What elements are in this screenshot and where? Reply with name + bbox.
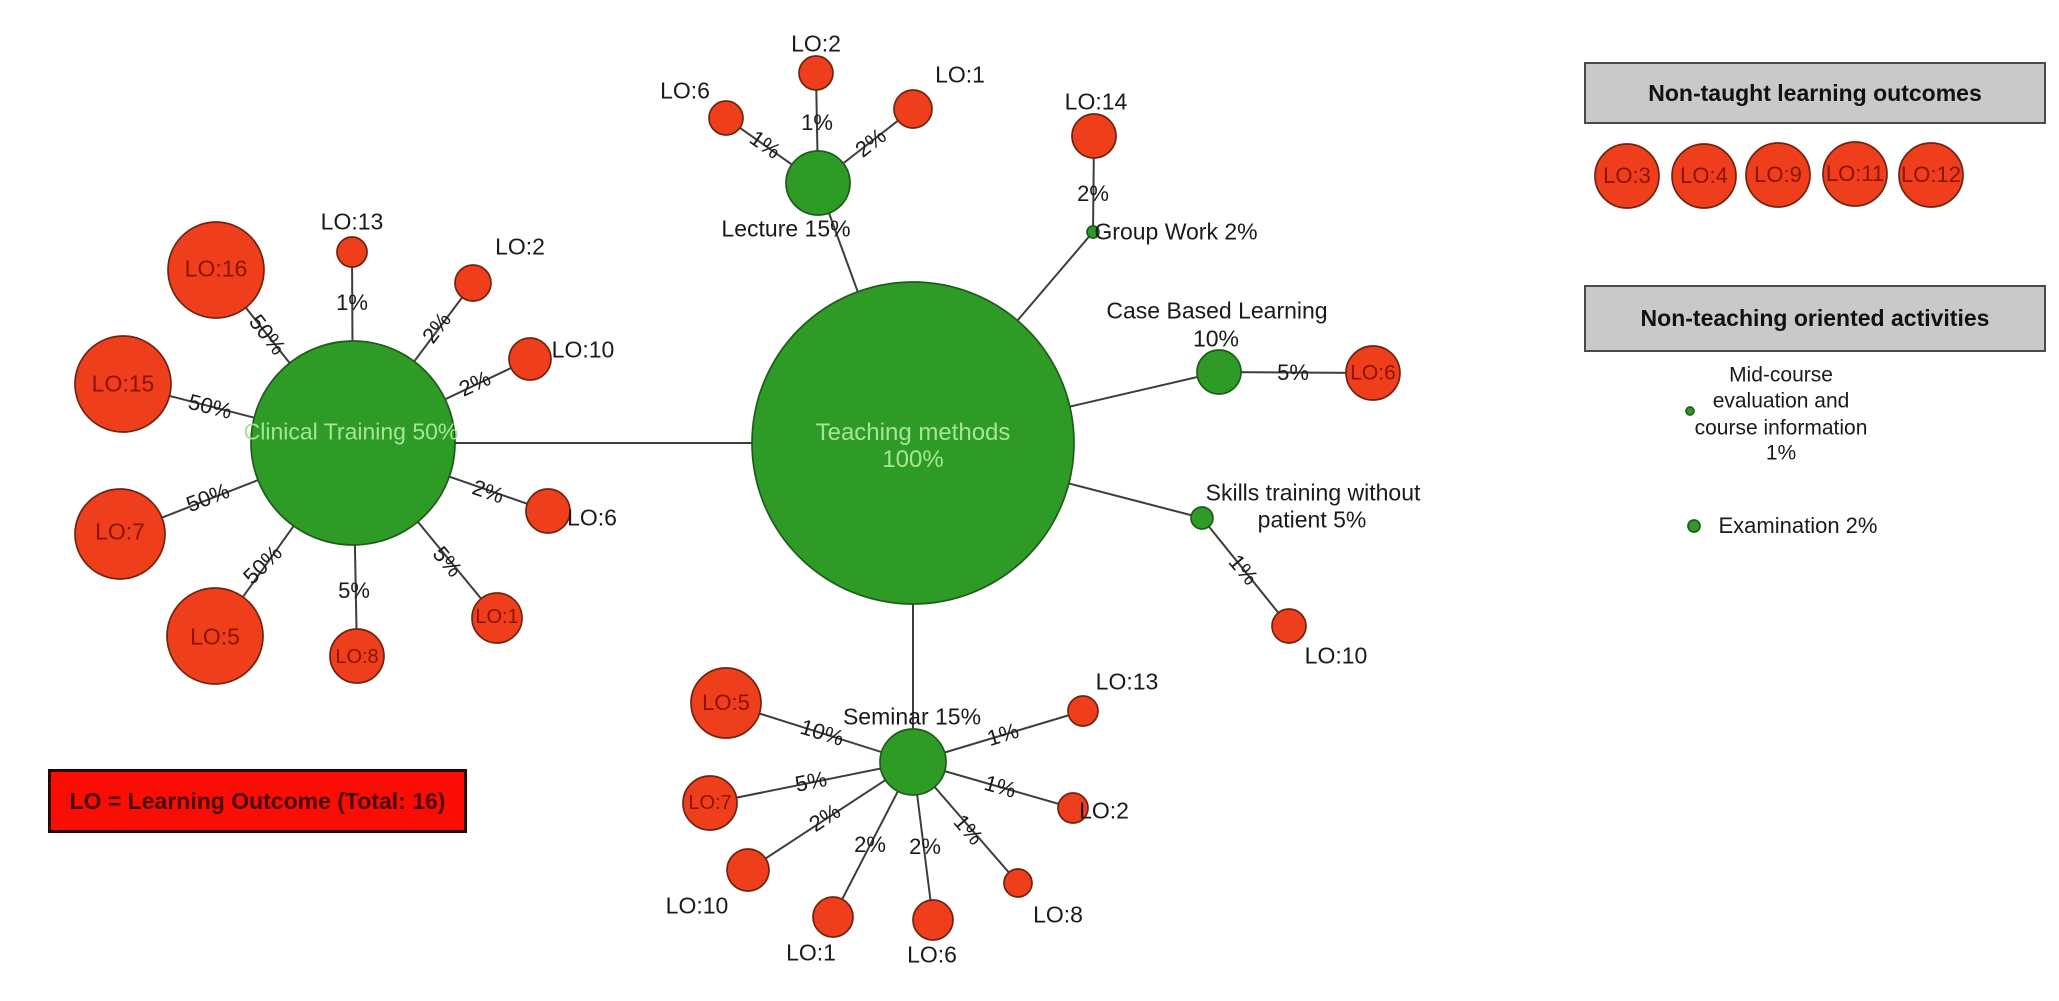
skills-label-line1: Skills training without <box>1205 479 1421 506</box>
lecture-lo1-label: LO:1 <box>935 61 985 88</box>
node-seminar-lo2 <box>1057 792 1089 824</box>
lo-key-label: LO = Learning Outcome (Total: 16) <box>69 787 446 814</box>
node-lecture-lo6 <box>708 100 744 136</box>
node-seminar-lo10 <box>726 848 770 892</box>
clinical-lo1-label: LO:1 <box>475 606 519 628</box>
legend-lo11-label: LO:11 <box>1825 160 1885 186</box>
node-lecture-lo1 <box>893 89 933 129</box>
node-group-work <box>1086 225 1100 239</box>
edge-skills-lo10 <box>1201 517 1290 627</box>
legend-lo12-label: LO:12 <box>1901 161 1961 187</box>
cbl-lo6-label: LO:6 <box>1350 361 1396 385</box>
seminar-label: Seminar 15% <box>842 703 982 730</box>
node-seminar-lo7 <box>682 775 738 831</box>
seminar-lo6-label: LO:6 <box>907 941 957 968</box>
node-cbl-lo6 <box>1345 345 1401 401</box>
seminar-lo5-label: LO:5 <box>702 689 750 715</box>
legend-dot-midcourse <box>1685 406 1695 416</box>
groupwork-lo14-label: LO:14 <box>1064 88 1128 115</box>
seminar-lo6-pct: 2% <box>909 833 941 859</box>
seminar-lo2-label: LO:2 <box>1079 797 1129 824</box>
clinical-lo10-label: LO:10 <box>551 336 615 363</box>
lecture-lo2-pct: 1% <box>801 109 833 135</box>
seminar-lo7-label: LO:7 <box>688 792 732 814</box>
legend-node-lo4 <box>1671 143 1737 209</box>
seminar-lo1-pct: 2% <box>854 831 886 857</box>
clinical-lo6-label: LO:6 <box>567 504 617 531</box>
node-clinical-lo15 <box>74 335 172 433</box>
seminar-lo10-label: LO:10 <box>665 892 729 919</box>
node-clinical-lo10 <box>508 337 552 381</box>
node-skills-lo10 <box>1271 608 1307 644</box>
legend-node-lo12 <box>1898 142 1964 208</box>
midcourse-label-line4: 1% <box>1765 441 1797 465</box>
node-clinical-lo13 <box>336 236 368 268</box>
legend-lo3-label: LO:3 <box>1603 162 1651 188</box>
lo-key-box: LO = Learning Outcome (Total: 16) <box>48 769 467 833</box>
node-clinical-lo16 <box>167 221 265 319</box>
group-work-label: Group Work 2% <box>1094 218 1258 245</box>
node-clinical-lo8 <box>329 628 385 684</box>
cbl-label-line2: 10% <box>1192 325 1240 352</box>
node-seminar-lo5 <box>690 667 762 739</box>
clinical-lo13-label: LO:13 <box>320 208 384 235</box>
node-seminar-lo8 <box>1003 868 1033 898</box>
node-seminar-lo6 <box>912 899 954 941</box>
cbl-lo6-pct: 5% <box>1277 359 1309 385</box>
clinical-lo16-label: LO:16 <box>184 255 248 282</box>
clinical-lo7-label: LO:7 <box>95 518 145 545</box>
lecture-lo6-label: LO:6 <box>660 77 710 104</box>
clinical-lo8-label: LO:8 <box>335 646 379 668</box>
legend-lo9-label: LO:9 <box>1754 161 1802 187</box>
node-skills-training <box>1190 506 1214 530</box>
clinical-lo5-label: LO:5 <box>190 623 240 650</box>
clinical-lo13-pct: 1% <box>336 289 368 315</box>
edge-seminar-lo7 <box>709 761 914 804</box>
legend-node-lo11 <box>1822 141 1888 207</box>
node-clinical-lo2 <box>454 264 492 302</box>
legend-non-taught-box: Non-taught learning outcomes <box>1584 62 2046 124</box>
node-case-based-learning <box>1196 349 1242 395</box>
legend-lo4-label: LO:4 <box>1680 162 1728 188</box>
legend-non-teaching-title: Non-teaching oriented activities <box>1640 305 1990 331</box>
lecture-lo2-label: LO:2 <box>791 30 841 57</box>
clinical-lo8-pct: 5% <box>338 577 370 603</box>
node-clinical-lo7 <box>74 488 166 580</box>
node-groupwork-lo14 <box>1071 113 1117 159</box>
legend-non-teaching-box: Non-teaching oriented activities <box>1584 285 2046 352</box>
skills-lo10-label: LO:10 <box>1304 642 1368 669</box>
lecture-label: Lecture 15% <box>721 215 851 242</box>
node-clinical-lo5 <box>166 587 264 685</box>
cbl-label-line1: Case Based Learning <box>1106 297 1328 324</box>
seminar-lo13-label: LO:13 <box>1095 668 1159 695</box>
teaching-methods-label-line2: 100% <box>882 445 944 473</box>
node-clinical-lo1 <box>471 592 523 644</box>
node-clinical-training <box>250 340 456 546</box>
legend-non-taught-title: Non-taught learning outcomes <box>1648 79 1982 106</box>
node-teaching-methods <box>751 281 1075 605</box>
groupwork-lo14-pct: 2% <box>1077 180 1109 206</box>
seminar-lo1-label: LO:1 <box>786 939 836 966</box>
node-seminar <box>879 728 947 796</box>
node-seminar-lo1 <box>812 896 854 938</box>
node-lecture-lo2 <box>798 55 834 91</box>
midcourse-label-line2: evaluation and <box>1712 389 1850 413</box>
node-lecture <box>785 150 851 216</box>
midcourse-label-line1: Mid-course <box>1729 363 1833 387</box>
legend-dot-examination <box>1687 519 1701 533</box>
node-clinical-lo6 <box>525 488 571 534</box>
legend-node-lo9 <box>1745 142 1811 208</box>
node-seminar-lo13 <box>1067 695 1099 727</box>
clinical-lo15-label: LO:15 <box>91 370 155 397</box>
clinical-training-label: Clinical Training 50% <box>243 418 459 445</box>
midcourse-label-line3: course information <box>1694 416 1868 440</box>
skills-label-line2: patient 5% <box>1257 506 1367 533</box>
seminar-lo8-label: LO:8 <box>1033 901 1083 928</box>
teaching-methods-label-line1: Teaching methods <box>815 418 1011 446</box>
clinical-lo2-label: LO:2 <box>495 233 545 260</box>
examination-label: Examination 2% <box>1718 512 1878 538</box>
legend-node-lo3 <box>1594 143 1660 209</box>
